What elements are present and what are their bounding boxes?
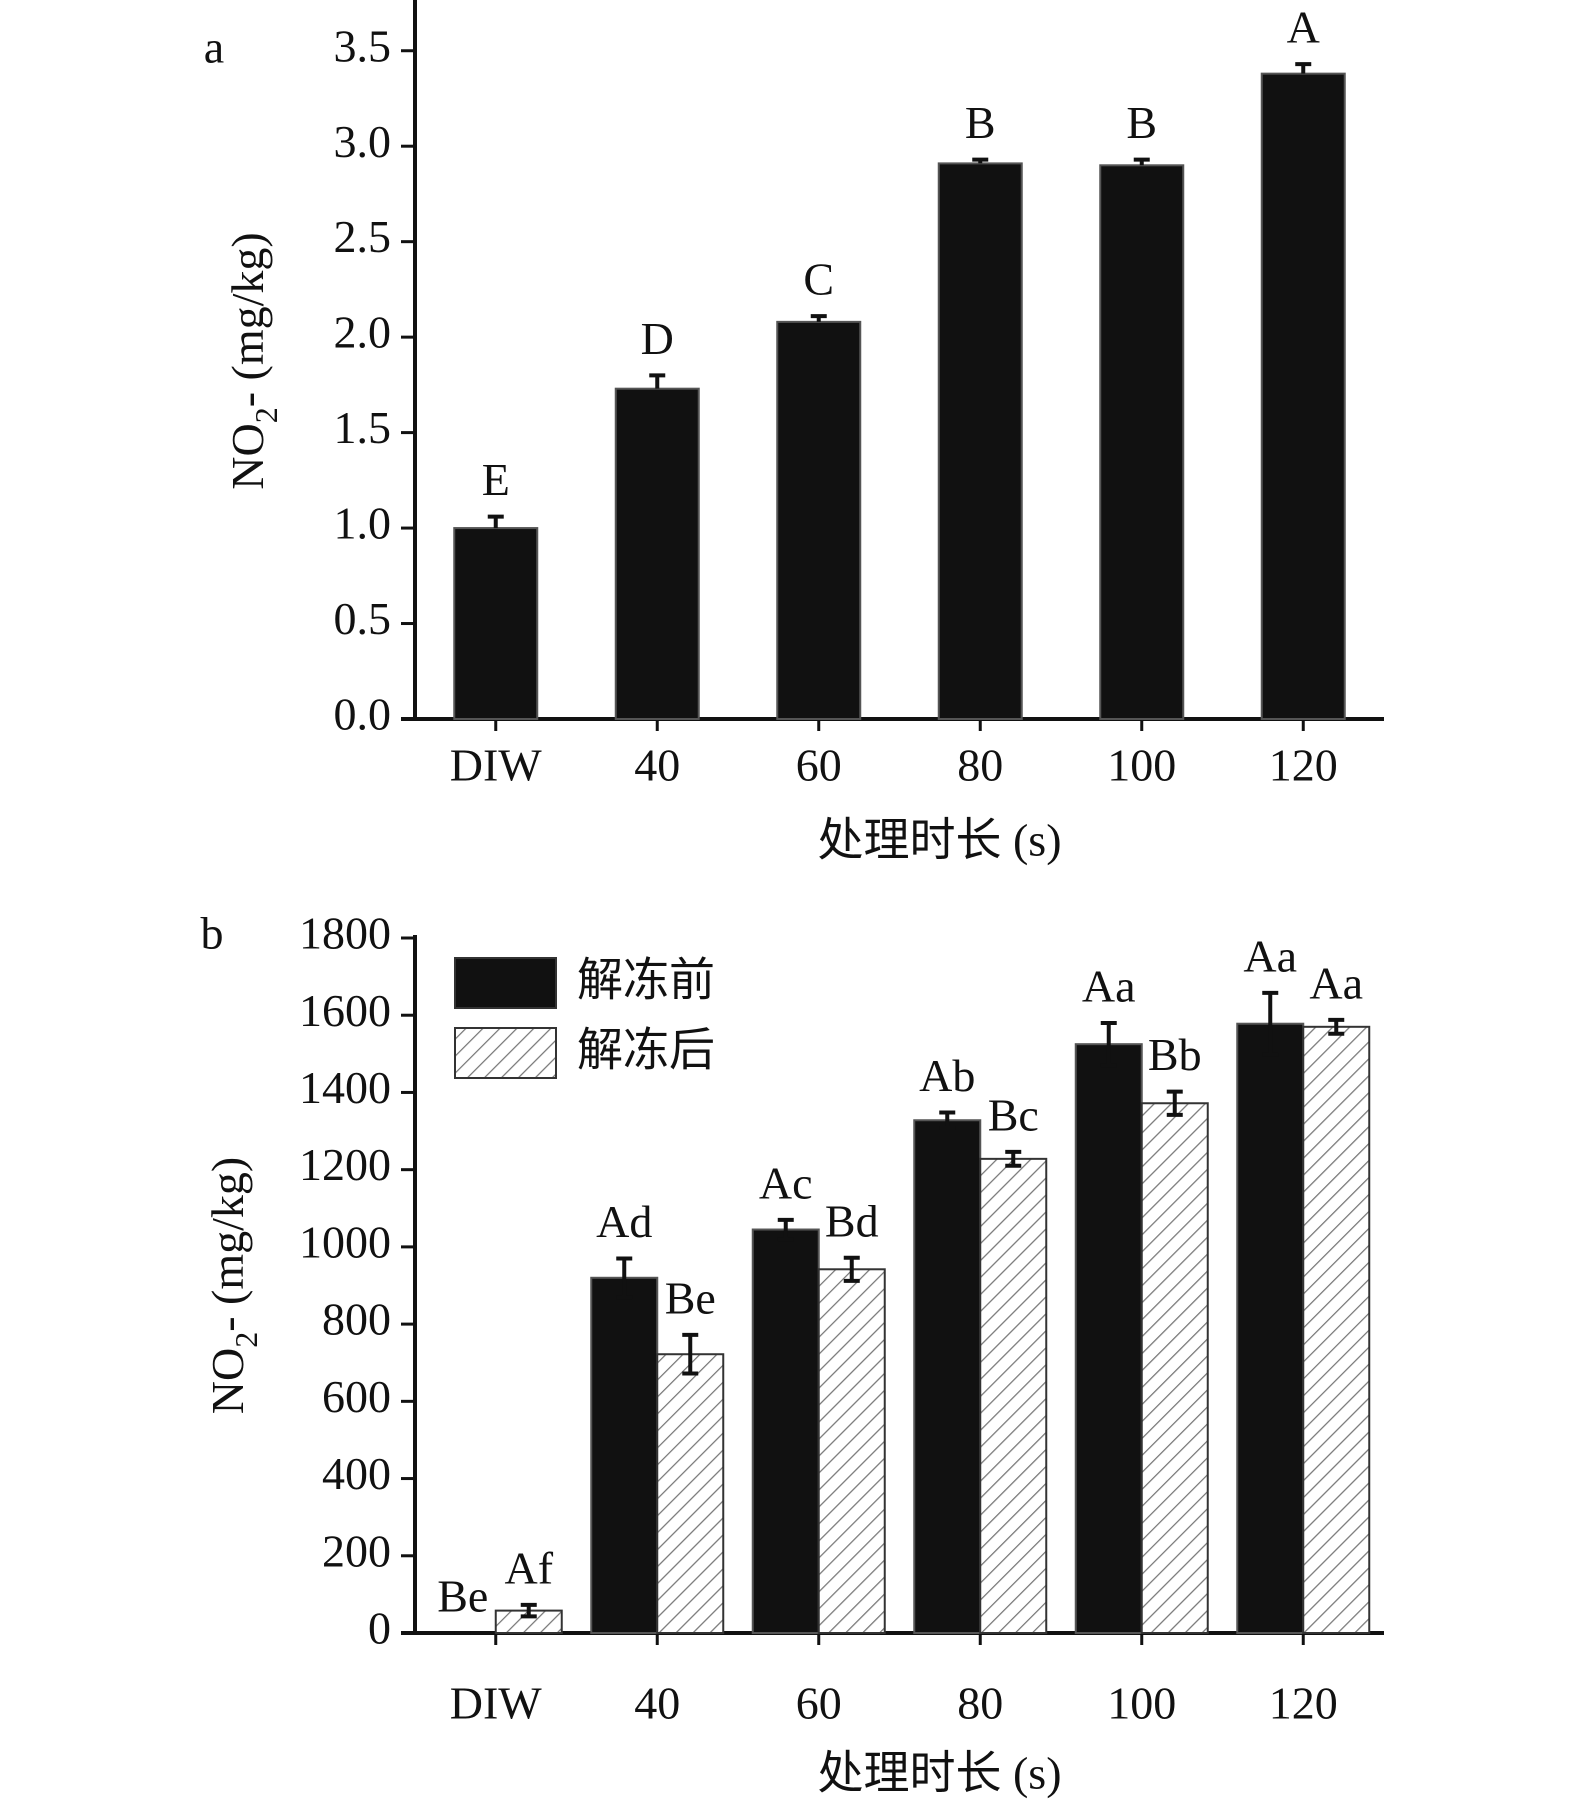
x-axis-label: 处理时长 (s) [817, 815, 1061, 866]
error-bar [520, 1602, 537, 1619]
data-label: B [1126, 97, 1157, 148]
data-label: Ac [759, 1157, 813, 1208]
y-axis-label-part: - (mg/kg) [222, 232, 273, 407]
bar [614, 387, 700, 720]
y-tick-label: 600 [322, 1371, 391, 1422]
y-tick-label: 1200 [299, 1139, 391, 1190]
data-label: Af [504, 1542, 553, 1593]
bar [751, 1228, 820, 1635]
bar [937, 162, 1023, 721]
bar [817, 1268, 886, 1634]
x-axis-label: 处理时长 (s) [817, 1748, 1061, 1799]
y-axis-label: NO2- (mg/kg) [222, 232, 285, 489]
error-bar [487, 514, 504, 529]
error-bar [1295, 62, 1312, 74]
error-bar [843, 1255, 860, 1283]
x-tick-label: 120 [1269, 740, 1338, 791]
y-axis-label-part: - (mg/kg) [202, 1157, 253, 1332]
y-tick-label: 3.5 [334, 20, 392, 71]
y-axis-label-part: NO [222, 423, 273, 489]
error-bar [972, 157, 989, 164]
y-axis-label: NO2- (mg/kg) [202, 1157, 265, 1414]
x-tick-label: DIW [450, 740, 543, 791]
x-tick-label: 100 [1107, 740, 1176, 791]
legend-swatch [454, 957, 557, 1009]
data-label: D [641, 313, 674, 364]
y-tick-label: 1000 [299, 1216, 391, 1267]
data-label: A [1287, 2, 1320, 53]
bar [979, 1157, 1048, 1635]
error-bar [1262, 990, 1279, 1057]
y-axis-label-part: 2 [248, 407, 284, 423]
error-bar [1100, 1020, 1117, 1068]
data-label: Ab [919, 1050, 975, 1101]
x-tick-label: 120 [1269, 1678, 1338, 1729]
y-tick-label: 2.5 [334, 211, 392, 262]
error-bar [682, 1332, 699, 1376]
bar [1099, 164, 1185, 720]
error-bar [649, 373, 666, 389]
x-tick-label: 40 [634, 740, 680, 791]
data-label: Bc [988, 1089, 1039, 1140]
y-tick-label: 200 [322, 1525, 391, 1576]
x-tick-label: 40 [634, 1678, 680, 1729]
y-tick-label: 2.0 [334, 307, 392, 358]
bar [1074, 1043, 1143, 1634]
bar [1302, 1025, 1371, 1634]
error-bar [1005, 1149, 1022, 1168]
x-tick-label: 60 [796, 1678, 842, 1729]
y-axis-label-part: NO [202, 1348, 253, 1414]
x-tick-label: 80 [957, 740, 1003, 791]
bar [656, 1353, 725, 1634]
error-bar [777, 1217, 794, 1242]
bar [453, 527, 539, 720]
bar [913, 1119, 982, 1634]
data-label: E [482, 454, 510, 505]
bar [590, 1276, 659, 1635]
error-bar [1133, 157, 1150, 166]
y-tick-label: 1.5 [334, 402, 392, 453]
x-tick-label: 60 [796, 740, 842, 791]
error-bar [810, 314, 827, 322]
y-tick-label: 400 [322, 1448, 391, 1499]
y-tick-label: 0 [368, 1603, 391, 1654]
data-label: C [803, 254, 834, 305]
panel-label: a [204, 22, 224, 73]
data-label: Ad [596, 1196, 652, 1247]
legend-label: 解冻后 [577, 1025, 715, 1076]
x-tick-label: 100 [1107, 1678, 1176, 1729]
y-tick-label: 800 [322, 1294, 391, 1345]
error-bar [1166, 1089, 1183, 1117]
y-tick-label: 1.0 [334, 498, 392, 549]
error-bar [939, 1110, 956, 1130]
bar [1140, 1102, 1209, 1635]
x-tick-label: 80 [957, 1678, 1003, 1729]
x-tick-label: DIW [450, 1678, 543, 1729]
bar [1236, 1022, 1305, 1634]
data-label: Aa [1309, 957, 1363, 1008]
y-tick-label: 1800 [299, 908, 391, 959]
data-label: Bd [825, 1195, 879, 1246]
y-tick-label: 1600 [299, 985, 391, 1036]
legend-swatch [454, 1027, 557, 1079]
data-label: Bb [1148, 1029, 1202, 1080]
y-tick-label: 0.5 [334, 593, 392, 644]
bar [776, 320, 862, 720]
data-label: Be [437, 1571, 488, 1622]
data-label: B [965, 97, 996, 148]
panel-label: b [201, 908, 224, 959]
legend-label: 解冻前 [577, 955, 715, 1006]
y-tick-label: 1400 [299, 1062, 391, 1113]
y-tick-label: 3.0 [334, 116, 392, 167]
error-bar [1328, 1017, 1345, 1036]
y-axis-label-part: 2 [228, 1332, 264, 1348]
data-label: Aa [1243, 930, 1297, 981]
bar [1260, 72, 1346, 721]
data-label: Be [665, 1272, 716, 1323]
y-tick-label: 0.0 [334, 689, 392, 740]
data-label: Aa [1082, 961, 1136, 1012]
error-bar [616, 1256, 633, 1300]
